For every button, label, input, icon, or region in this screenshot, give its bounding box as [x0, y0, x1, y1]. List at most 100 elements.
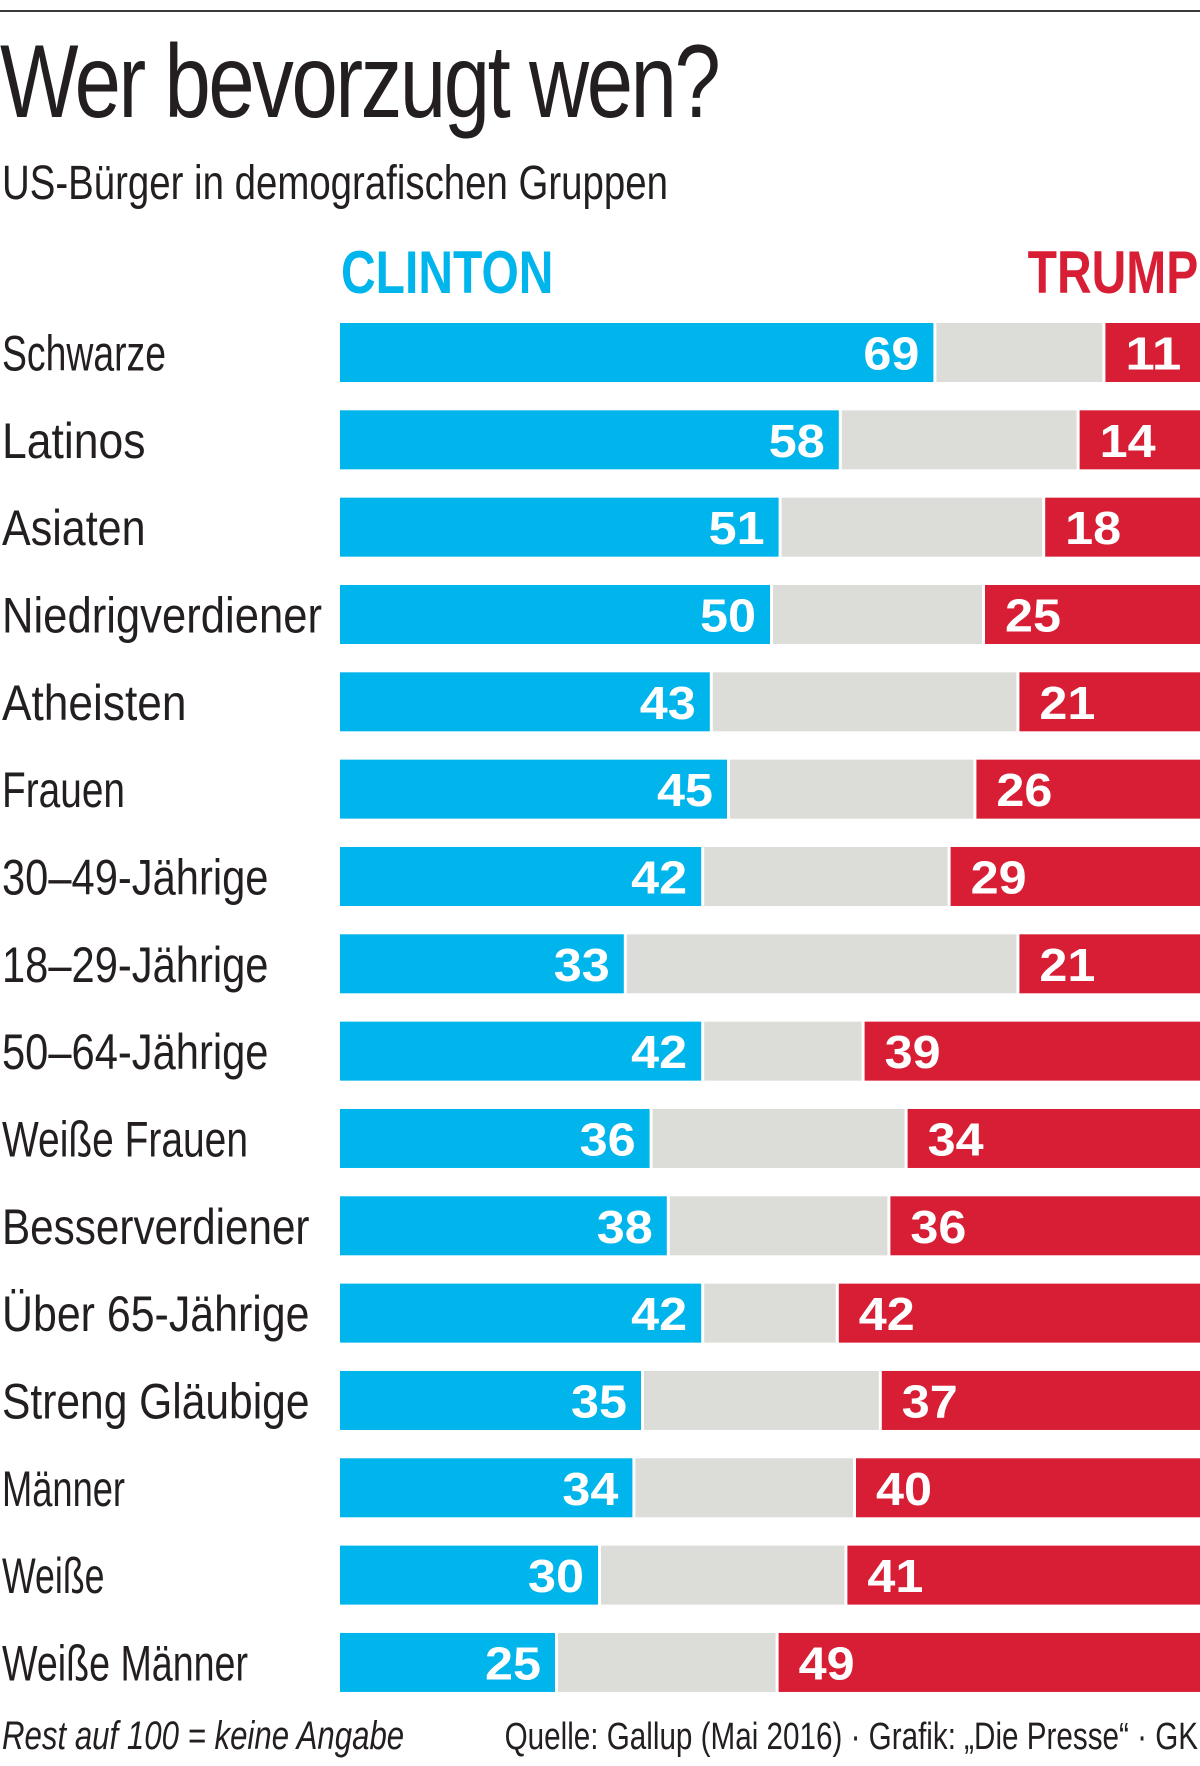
trump-value-label: 26: [996, 764, 1052, 816]
category-label: Weiße: [2, 1548, 105, 1604]
trump-value-label: 14: [1100, 415, 1156, 467]
trump-value-label: 11: [1125, 328, 1181, 380]
bar-row: 50–64-Jährige 42 39: [2, 1021, 1200, 1081]
rest-bar: [704, 1021, 862, 1081]
trump-value-label: 18: [1065, 502, 1121, 554]
trump-bar: [1045, 497, 1200, 557]
bar-row: Latinos 58 14: [2, 410, 1200, 470]
trump-value-label: 41: [867, 1550, 923, 1602]
rest-bar: [841, 410, 1077, 470]
clinton-value-label: 43: [640, 677, 696, 729]
category-label: Besserverdiener: [2, 1199, 310, 1255]
bar-row: 30–49-Jährige 42 29: [2, 846, 1200, 906]
clinton-bar: [340, 934, 624, 994]
trump-value-label: 21: [1039, 939, 1095, 991]
trump-bar: [907, 1108, 1200, 1168]
clinton-bar: [340, 1545, 598, 1605]
bar-row: Streng Gläubige 35 37: [2, 1370, 1200, 1430]
clinton-bar: [340, 584, 770, 644]
trump-bar: [1105, 323, 1200, 382]
category-label: Weiße Männer: [2, 1635, 248, 1691]
clinton-value-label: 42: [631, 1288, 687, 1340]
rest-bar: [601, 1545, 845, 1605]
rest-bar: [652, 1108, 905, 1168]
category-label: 30–49-Jährige: [2, 849, 269, 905]
trump-value-label: 39: [885, 1026, 941, 1078]
bar-row: Schwarze 69 11: [2, 323, 1200, 382]
category-label: 18–29-Jährige: [2, 937, 269, 993]
legend-trump: TRUMP: [1027, 239, 1198, 306]
clinton-bar: [340, 1108, 650, 1168]
trump-value-label: 49: [799, 1637, 855, 1689]
clinton-value-label: 25: [485, 1637, 541, 1689]
category-label: Streng Gläubige: [2, 1373, 310, 1429]
trump-bar: [881, 1370, 1200, 1430]
trump-bar: [864, 1021, 1200, 1081]
clinton-bar: [340, 410, 839, 470]
rest-bar: [626, 934, 1017, 994]
clinton-bar: [340, 759, 727, 819]
rest-bar: [781, 497, 1043, 557]
bar-row: Atheisten 43 21: [2, 672, 1200, 732]
clinton-value-label: 50: [700, 589, 756, 641]
clinton-bar: [340, 323, 934, 382]
clinton-value-label: 38: [597, 1201, 653, 1253]
clinton-value-label: 30: [528, 1550, 584, 1602]
category-label: Über 65-Jährige: [2, 1286, 310, 1342]
rest-bar: [644, 1370, 879, 1430]
bar-row: Niedrigverdiener 50 25: [2, 584, 1200, 644]
trump-bar: [976, 759, 1200, 819]
category-label: Latinos: [2, 413, 146, 469]
rest-bar: [712, 672, 1017, 732]
rest-bar: [704, 846, 948, 906]
trump-bar: [890, 1196, 1200, 1256]
rest-bar: [773, 584, 982, 644]
clinton-bar: [340, 1021, 702, 1081]
clinton-value-label: 34: [562, 1463, 618, 1515]
category-label: Atheisten: [2, 675, 187, 731]
category-label: Asiaten: [2, 500, 146, 556]
trump-value-label: 21: [1039, 677, 1095, 729]
trump-bar: [985, 584, 1200, 644]
bar-row: Männer 34 40: [2, 1458, 1200, 1518]
rest-bar: [635, 1458, 853, 1518]
trump-value-label: 36: [910, 1201, 966, 1253]
trump-bar: [847, 1545, 1200, 1605]
category-label: Niedrigverdiener: [2, 587, 322, 643]
chart-subtitle: US-Bürger in demografischen Gruppen: [2, 157, 668, 210]
category-label: 50–64-Jährige: [2, 1024, 269, 1080]
top-rule: [0, 10, 1200, 12]
bar-row: Weiße Frauen 36 34: [2, 1108, 1200, 1168]
clinton-bar: [340, 497, 779, 557]
bar-row: Weiße 30 41: [2, 1545, 1200, 1605]
chart-title: Wer bevorzugt wen?: [0, 24, 721, 140]
rest-bar: [730, 759, 974, 819]
clinton-bar: [340, 1370, 641, 1430]
clinton-value-label: 35: [571, 1375, 627, 1427]
trump-value-label: 34: [928, 1113, 984, 1165]
trump-bar: [1019, 672, 1200, 732]
trump-value-label: 29: [971, 851, 1027, 903]
bar-row: Frauen 45 26: [2, 759, 1200, 819]
source-credit: Quelle: Gallup (Mai 2016) · Grafik: „Die…: [504, 1716, 1198, 1758]
clinton-value-label: 42: [631, 1026, 687, 1078]
trump-value-label: 37: [902, 1375, 958, 1427]
bar-row: Asiaten 51 18: [2, 497, 1200, 557]
clinton-bar: [340, 846, 702, 906]
legend-clinton: CLINTON: [341, 239, 554, 306]
clinton-value-label: 36: [580, 1113, 636, 1165]
rest-bar: [936, 323, 1103, 382]
clinton-bar: [340, 1458, 633, 1518]
bar-row: Weiße Männer 25 49: [2, 1632, 1200, 1692]
trump-bar: [950, 846, 1200, 906]
clinton-bar: [340, 1632, 555, 1692]
clinton-value-label: 69: [863, 328, 919, 380]
rest-bar: [704, 1283, 836, 1343]
trump-value-label: 42: [859, 1288, 915, 1340]
clinton-bar: [340, 1283, 702, 1343]
clinton-value-label: 58: [769, 415, 825, 467]
category-label: Weiße Frauen: [2, 1111, 248, 1167]
bar-row: Besserverdiener 38 36: [2, 1196, 1200, 1256]
clinton-bar: [340, 672, 710, 732]
